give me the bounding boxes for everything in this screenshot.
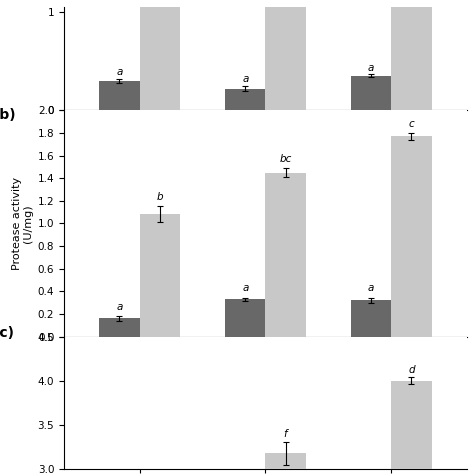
- Bar: [139, 214, 180, 337]
- Legend: Non germinated, Germinated: Non germinated, Germinated: [165, 371, 366, 390]
- Text: a: a: [116, 301, 123, 311]
- Y-axis label: Protease activity
(U/mg): Protease activity (U/mg): [12, 177, 34, 270]
- Legend: non germinated, Germinated: non germinated, Germinated: [166, 155, 365, 173]
- Bar: [225, 89, 265, 110]
- Text: a: a: [368, 283, 374, 293]
- Text: a: a: [116, 67, 123, 77]
- Text: a: a: [368, 63, 374, 73]
- Bar: [139, 0, 180, 110]
- Text: c: c: [409, 119, 414, 129]
- Bar: [265, 0, 306, 110]
- Text: a: a: [242, 283, 248, 293]
- Text: a: a: [242, 74, 248, 84]
- Bar: [351, 301, 392, 337]
- Bar: [225, 299, 265, 337]
- Bar: [392, 0, 432, 110]
- Bar: [99, 81, 139, 110]
- Bar: [99, 319, 139, 337]
- Text: f: f: [284, 429, 287, 439]
- Text: b: b: [156, 192, 163, 202]
- Bar: [265, 173, 306, 337]
- Text: (b): (b): [0, 108, 16, 122]
- Bar: [265, 453, 306, 474]
- Bar: [351, 76, 392, 110]
- Bar: [392, 137, 432, 337]
- Text: d: d: [408, 365, 415, 374]
- Text: (c): (c): [0, 326, 15, 340]
- Bar: [392, 381, 432, 474]
- Text: bc: bc: [279, 154, 292, 164]
